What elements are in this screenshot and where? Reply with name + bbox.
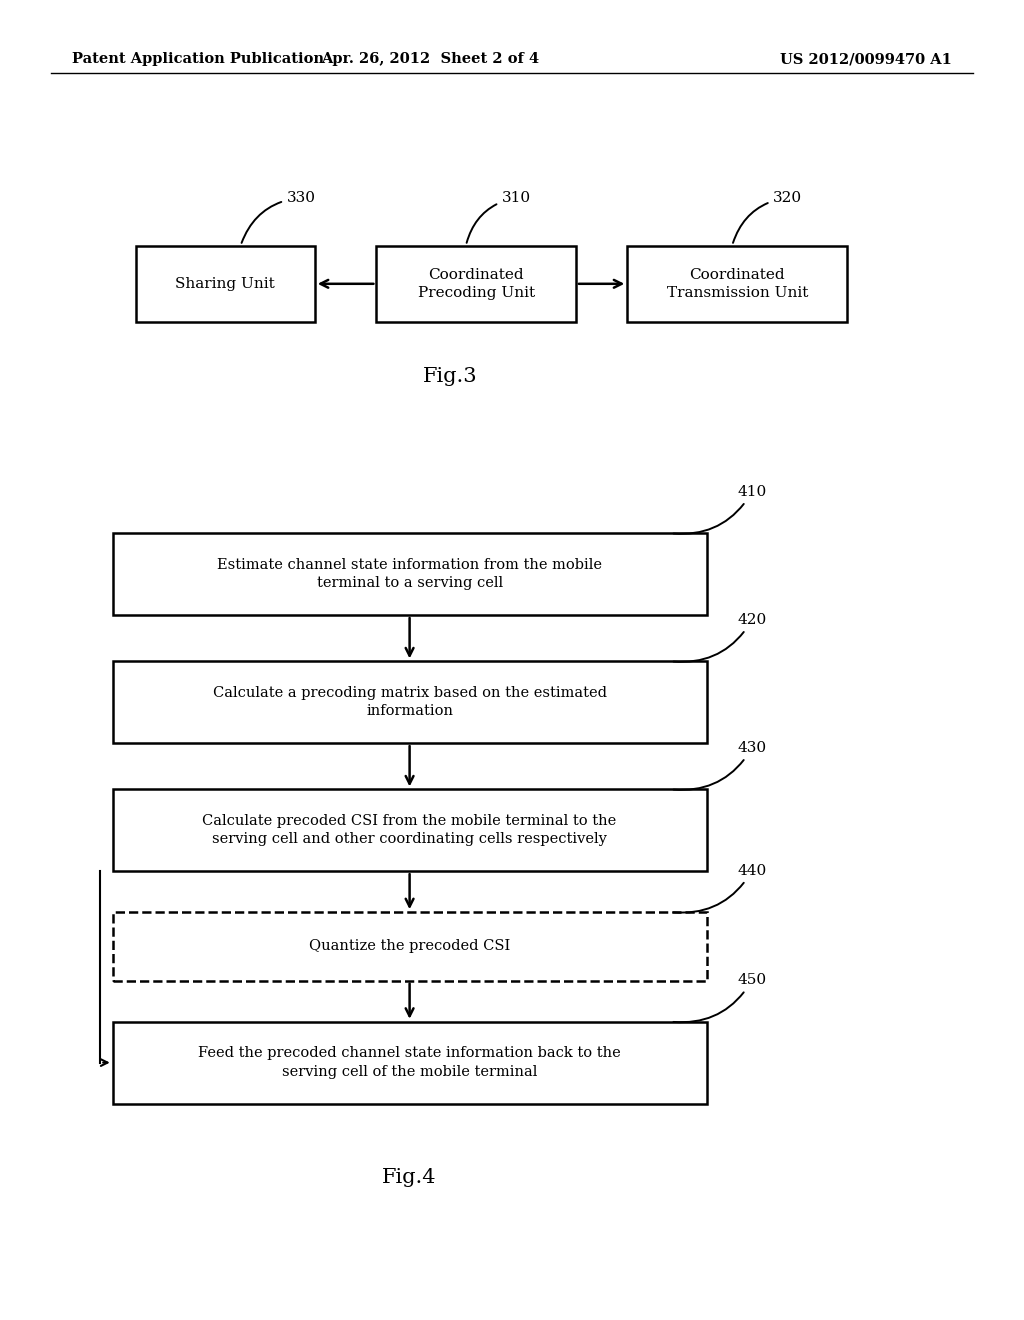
Text: Coordinated
Precoding Unit: Coordinated Precoding Unit [418, 268, 535, 300]
Text: 310: 310 [467, 190, 530, 243]
FancyBboxPatch shape [113, 533, 707, 615]
Text: Estimate channel state information from the mobile
terminal to a serving cell: Estimate channel state information from … [217, 558, 602, 590]
Text: 420: 420 [674, 612, 767, 661]
Text: Sharing Unit: Sharing Unit [175, 277, 275, 290]
Text: 330: 330 [242, 190, 315, 243]
FancyBboxPatch shape [113, 661, 707, 743]
Text: 440: 440 [674, 863, 767, 912]
FancyBboxPatch shape [113, 1022, 707, 1104]
Text: 320: 320 [733, 190, 802, 243]
FancyBboxPatch shape [135, 246, 315, 322]
Text: Apr. 26, 2012  Sheet 2 of 4: Apr. 26, 2012 Sheet 2 of 4 [321, 53, 540, 66]
Text: Quantize the precoded CSI: Quantize the precoded CSI [309, 940, 510, 953]
FancyBboxPatch shape [113, 912, 707, 981]
FancyBboxPatch shape [377, 246, 575, 322]
Text: 450: 450 [674, 973, 766, 1022]
Text: Calculate a precoding matrix based on the estimated
information: Calculate a precoding matrix based on th… [213, 686, 606, 718]
FancyBboxPatch shape [113, 789, 707, 871]
Text: 430: 430 [674, 741, 766, 789]
Text: Fig.4: Fig.4 [382, 1168, 437, 1187]
Text: 410: 410 [674, 484, 767, 533]
FancyBboxPatch shape [627, 246, 847, 322]
Text: Feed the precoded channel state information back to the
serving cell of the mobi: Feed the precoded channel state informat… [199, 1047, 621, 1078]
Text: Fig.3: Fig.3 [423, 367, 478, 385]
Text: Patent Application Publication: Patent Application Publication [72, 53, 324, 66]
Text: US 2012/0099470 A1: US 2012/0099470 A1 [780, 53, 952, 66]
Text: Coordinated
Transmission Unit: Coordinated Transmission Unit [667, 268, 808, 300]
Text: Calculate precoded CSI from the mobile terminal to the
serving cell and other co: Calculate precoded CSI from the mobile t… [203, 814, 616, 846]
